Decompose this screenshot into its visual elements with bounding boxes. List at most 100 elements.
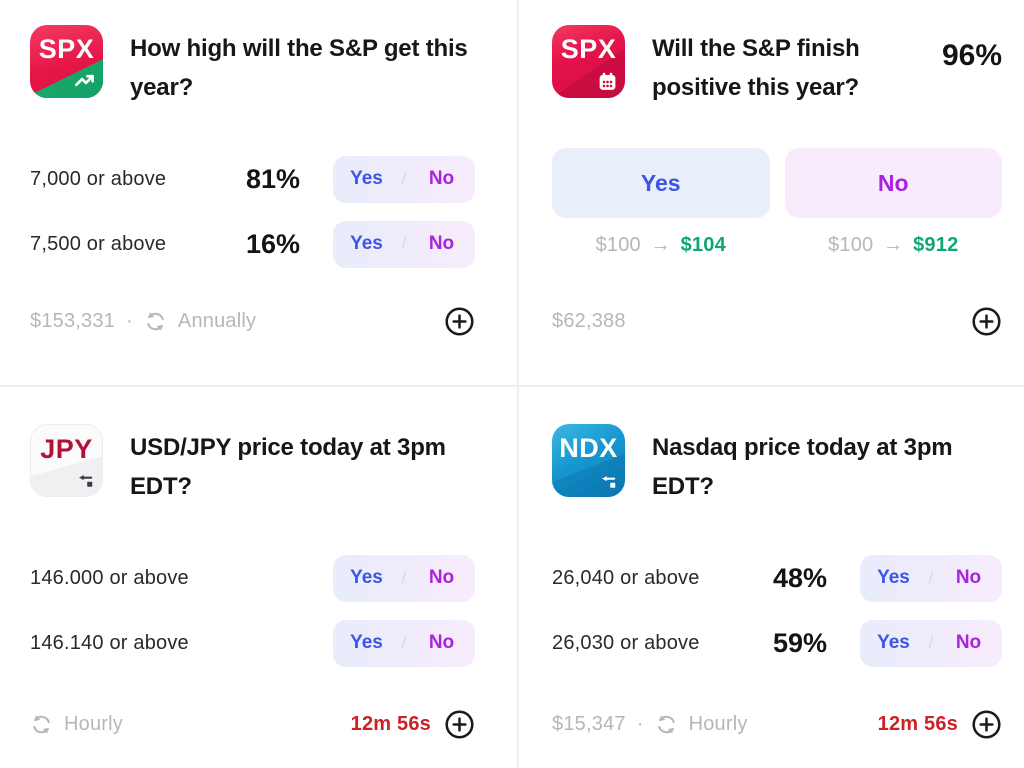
card-footer: $15,347 · Hourly 12m 56s	[552, 700, 1002, 748]
card-header: SPX Will the S&P finish positive this ye…	[552, 25, 1002, 113]
volume-text: $15,347	[552, 712, 626, 735]
chance-percent: 96%	[941, 39, 1002, 72]
card-footer: $153,331 · Annually	[30, 297, 475, 345]
jpy-ticker-icon: JPY	[30, 424, 103, 497]
outcome-label: 7,000 or above	[30, 167, 167, 190]
yes-button[interactable]: Yes	[860, 567, 927, 589]
price-arrows-icon	[79, 475, 93, 487]
arrow-right-icon: →	[883, 234, 904, 256]
outcome-row: 7,500 or above 16% Yes / No	[30, 220, 475, 268]
outcome-label: 146.000 or above	[30, 566, 189, 589]
market-card-nasdaq[interactable]: NDX Nasdaq price today at 3pm EDT? 26,04…	[519, 387, 1024, 768]
add-to-watchlist-button[interactable]	[444, 709, 475, 740]
volume-text: $62,388	[552, 309, 626, 332]
card-header: NDX Nasdaq price today at 3pm EDT?	[552, 424, 1002, 512]
volume-text: $153,331	[30, 309, 116, 332]
outcome-rows: 26,040 or above 48% Yes / No 26,030 or a…	[552, 554, 1002, 684]
card-header: JPY USD/JPY price today at 3pm EDT?	[30, 424, 475, 512]
card-footer: Hourly 12m 56s	[30, 700, 475, 748]
dot-separator: ·	[636, 712, 644, 735]
slash-divider: /	[401, 169, 407, 188]
calendar-icon	[599, 72, 616, 90]
slash-divider: /	[401, 568, 407, 587]
ndx-ticker-icon: NDX	[552, 424, 625, 497]
plus-circle-icon	[445, 709, 474, 739]
market-title: USD/JPY price today at 3pm EDT?	[130, 434, 446, 500]
yes-no-pill: Yes / No	[860, 619, 1002, 667]
slash-divider: /	[401, 633, 407, 652]
outcome-percent: 59%	[772, 627, 827, 658]
card-header: SPX How high will the S&P get this year?	[30, 25, 475, 113]
no-button[interactable]: No	[408, 632, 475, 654]
price-from: $100	[595, 234, 641, 256]
yes-button[interactable]: Yes	[860, 632, 927, 654]
add-to-watchlist-button[interactable]	[444, 306, 475, 337]
yes-button[interactable]: Yes	[333, 168, 400, 190]
refresh-icon	[657, 714, 675, 734]
market-card-spx-high[interactable]: SPX How high will the S&P get this year?…	[0, 0, 517, 385]
slash-divider: /	[928, 633, 934, 652]
price-to: $104	[680, 234, 726, 256]
outcome-label: 26,030 or above	[552, 631, 700, 654]
no-button[interactable]: No	[935, 567, 1002, 589]
market-meta: Hourly	[30, 713, 123, 736]
plus-circle-icon	[445, 306, 474, 336]
outcome-rows: 7,000 or above 81% Yes / No 7,500 or abo…	[30, 155, 475, 285]
yes-button[interactable]: Yes	[333, 632, 400, 654]
yes-payout: $100 → $104	[552, 234, 770, 257]
slash-divider: /	[401, 234, 407, 253]
market-meta: $153,331 · Annually	[30, 310, 256, 333]
outcome-row: 26,030 or above 59% Yes / No	[552, 619, 1002, 667]
ticker-label: SPX	[38, 34, 95, 64]
outcome-percent: 81%	[245, 163, 300, 194]
card-footer: $62,388	[552, 297, 1002, 345]
yes-button[interactable]: Yes	[333, 233, 400, 255]
dot-separator: ·	[126, 309, 133, 332]
ticker-label: JPY	[40, 434, 93, 464]
no-button[interactable]: No	[408, 233, 475, 255]
plus-circle-icon	[972, 306, 1001, 336]
yes-no-pill: Yes / No	[333, 155, 475, 203]
yes-no-pill: Yes / No	[333, 619, 475, 667]
no-button[interactable]: No	[408, 168, 475, 190]
outcome-rows: 146.000 or above Yes / No 146.140 or abo…	[30, 554, 475, 684]
no-button[interactable]: No	[784, 148, 1002, 218]
frequency-text: Hourly	[688, 712, 748, 735]
add-to-watchlist-button[interactable]	[971, 306, 1002, 337]
market-title: Nasdaq price today at 3pm EDT?	[652, 434, 953, 500]
spx-ticker-icon: SPX	[552, 25, 625, 98]
payout-row: $100 → $104 $100 → $912	[552, 234, 1002, 257]
frequency-text: Hourly	[64, 712, 123, 735]
market-title: Will the S&P finish positive this year?	[652, 35, 860, 101]
trend-up-icon	[75, 74, 94, 87]
ticker-label: NDX	[559, 433, 618, 463]
no-button[interactable]: No	[935, 632, 1002, 654]
market-card-spx-positive[interactable]: SPX Will the S&P finish positive this ye…	[519, 0, 1024, 385]
ticker-label: SPX	[560, 34, 617, 64]
outcome-row: 7,000 or above 81% Yes / No	[30, 155, 475, 203]
outcome-label: 7,500 or above	[30, 232, 167, 255]
add-to-watchlist-button[interactable]	[971, 709, 1002, 740]
frequency-text: Annually	[177, 309, 257, 332]
price-from: $100	[828, 234, 874, 256]
market-card-usdjpy[interactable]: JPY USD/JPY price today at 3pm EDT? 146.…	[0, 387, 517, 768]
yes-button[interactable]: Yes	[552, 148, 770, 218]
price-arrows-icon	[602, 476, 616, 488]
market-meta: $62,388	[552, 310, 626, 333]
outcome-label: 146.140 or above	[30, 631, 189, 654]
yes-no-pill: Yes / No	[333, 554, 475, 602]
yes-no-pill: Yes / No	[860, 554, 1002, 602]
refresh-icon	[147, 311, 164, 331]
outcome-row: 26,040 or above 48% Yes / No	[552, 554, 1002, 602]
outcome-row: 146.140 or above Yes / No	[30, 619, 475, 667]
refresh-icon	[33, 714, 50, 734]
spx-ticker-icon: SPX	[30, 25, 103, 98]
yes-no-pill: Yes / No	[333, 220, 475, 268]
yes-button[interactable]: Yes	[333, 567, 400, 589]
no-button[interactable]: No	[408, 567, 475, 589]
slash-divider: /	[928, 568, 934, 587]
outcome-percent: 48%	[772, 562, 827, 593]
arrow-right-icon: →	[650, 234, 671, 256]
price-to: $912	[913, 234, 959, 256]
